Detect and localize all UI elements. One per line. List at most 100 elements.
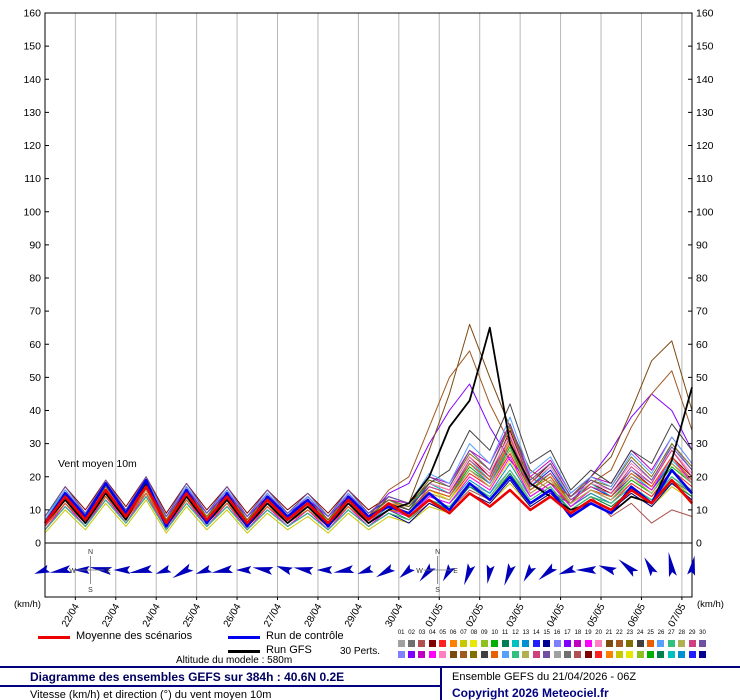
wind-direction-arrow [113,566,131,574]
y-label-left: 130 [23,107,41,119]
pert-number: 15 [543,630,550,636]
date-label: 28/04 [303,602,325,630]
wind-direction-arrow [376,563,396,578]
wind-direction-arrow [252,566,274,575]
pert-color-swatch [635,640,645,648]
pert-color-swatch-alt [427,651,437,659]
wind-direction-arrow [399,564,415,578]
pert-number: 07 [460,630,467,636]
control-line-swatch [228,636,260,639]
pert-color-swatch-alt [625,651,635,659]
pert-color-swatch [531,640,541,648]
pert-color-swatch [573,640,583,648]
pert-color-swatch [458,640,468,648]
wind-direction-arrow [316,566,333,574]
pert-number: 19 [584,630,592,636]
pert-color-swatch [666,640,676,648]
pert-color-swatch [687,640,697,648]
pert-color-swatch-alt [541,651,551,659]
pert-number: 06 [449,630,457,636]
svg-text:W: W [416,568,423,575]
pert-color-swatch [552,640,562,648]
y-label-left: 140 [23,74,41,86]
y-label-right: 130 [696,107,714,119]
y-label-left: 50 [29,372,41,384]
pert-color-swatch [448,640,458,648]
pert-color-swatch-alt [614,651,624,659]
date-label: 29/04 [343,602,365,630]
wind-direction-arrow [172,563,194,579]
pert-number: 03 [418,630,426,636]
y-label-right: 70 [696,306,708,318]
pert-color-swatch [614,640,624,648]
pert-color-swatch [604,640,614,648]
footer-right-cell: Ensemble GEFS du 21/04/2026 - 06Z Copyri… [442,668,740,700]
date-label: 01/05 [424,602,446,630]
compass-rose-icon: N E S W [416,549,458,594]
diagram-title: Diagramme des ensembles GEFS sur 384h : … [0,668,440,687]
pert-number: 28 [678,630,686,636]
pert-number: 21 [605,630,613,636]
date-label: 25/04 [181,602,203,630]
date-label: 03/05 [505,602,527,630]
y-label-left: 90 [29,239,41,251]
svg-text:S: S [88,587,93,594]
date-label: 30/04 [383,602,405,630]
pert-color-swatch-alt [604,651,614,659]
wind-direction-arrow [618,559,639,577]
wind-direction-arrow [538,563,558,581]
pert-colors-row-1 [396,640,708,648]
wind-direction-arrow [668,551,677,578]
date-label: 27/04 [262,602,284,630]
y-label-right: 150 [696,41,714,53]
y-label-right: 10 [696,504,708,516]
y-label-left: 120 [23,140,41,152]
pert-number: 30 [699,630,706,636]
pert-number: 27 [668,630,675,636]
pert-color-swatch [521,640,531,648]
wind-direction-arrow [575,566,597,574]
pert-color-swatch [645,640,655,648]
pert-color-swatch-alt [406,651,416,659]
pert-color-swatch-alt [562,651,572,659]
pert-color-swatch [677,640,687,648]
y-label-right: 140 [696,74,714,86]
pert-number: 24 [636,630,644,636]
pert-number: 20 [595,630,602,636]
pert-number: 16 [553,630,561,636]
wind-direction-arrow [34,564,51,574]
wind-direction-arrow [598,565,617,576]
control-run-line [43,468,693,528]
y-label-left: 20 [29,471,41,483]
y-label-left: 80 [29,273,41,285]
y-label-right: 30 [696,438,708,450]
pert-color-swatch [417,640,427,648]
y-label-left: 110 [24,173,41,185]
pert-color-swatch [697,640,707,648]
wind-direction-arrow [333,565,355,574]
pert-color-swatch-alt [697,651,707,659]
pert-color-swatch [469,640,479,648]
pert-number: 14 [532,630,540,636]
wind-direction-arrow [644,557,658,577]
pert-colors-row-2 [396,651,708,659]
wind-direction-arrow [486,564,495,584]
wind-direction-arrow [276,565,293,576]
mean-line [43,478,693,525]
wind-direction-arrow [293,566,314,575]
pert-color-swatch [593,640,603,648]
pert-number: 04 [429,630,436,636]
pert-color-swatch-alt [490,651,500,659]
pert-color-swatch [427,640,437,648]
pert-color-swatch [541,640,551,648]
pert-number: 10 [491,630,499,636]
pert-color-swatch [656,640,666,648]
pert-color-swatch-alt [666,651,676,659]
wind-direction-arrow [687,555,696,576]
svg-text:N: N [435,549,440,556]
wind-direction-arrow [504,563,516,586]
diagram-subtitle: Vitesse (km/h) et direction (°) du vent … [30,689,272,700]
model-altitude-label: Altitude du modele : 580m [176,655,293,666]
pert-color-swatch-alt [448,651,458,659]
pert-number: 11 [501,630,509,636]
